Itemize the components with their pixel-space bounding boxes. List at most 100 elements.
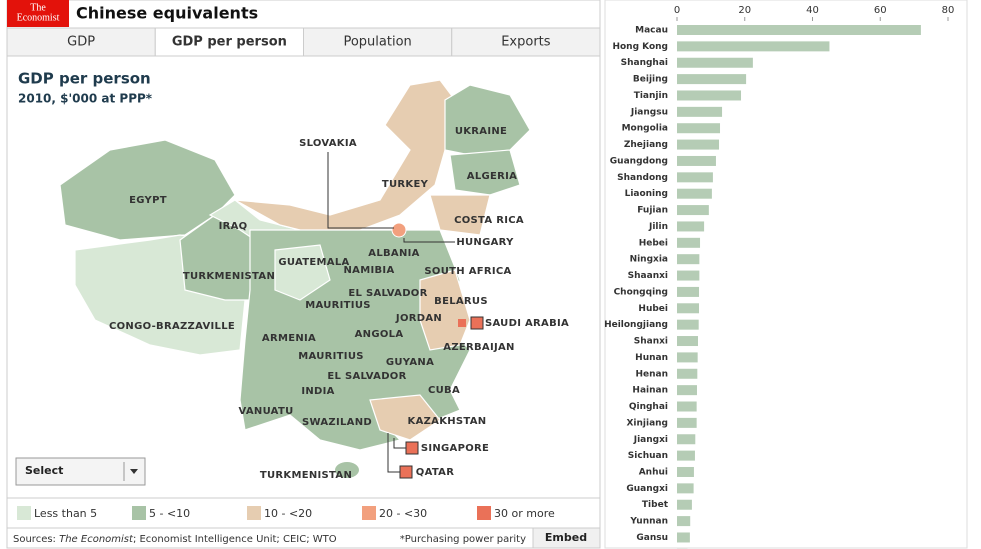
map-label: EGYPT <box>129 195 167 206</box>
map-label: GUATEMALA <box>278 257 349 268</box>
map-label: NAMIBIA <box>344 265 395 276</box>
category-label: Chongqing <box>614 287 668 297</box>
tab[interactable] <box>451 27 601 57</box>
bar-chart: 0 20 40 60 80 Macau Hong Kong Shanghai Beijing Ti… <box>604 5 954 549</box>
category-label: Xinjiang <box>626 418 668 428</box>
legend: Less than 5 5 - <10 10 - <20 20 - <30 30 or … <box>17 506 555 520</box>
tab[interactable] <box>6 27 156 57</box>
tab-label[interactable]: GDP <box>67 35 95 50</box>
select-text[interactable]: Select <box>25 464 63 477</box>
map-label: SWAZILAND <box>302 417 372 428</box>
map-label: ALBANIA <box>368 248 419 259</box>
category-label: Jilin <box>648 222 668 232</box>
bar <box>677 57 753 68</box>
category-label: Hainan <box>632 386 668 396</box>
bar <box>677 532 690 543</box>
footnote: *Purchasing power parity <box>400 534 526 545</box>
bar <box>677 499 692 510</box>
region <box>419 269 471 351</box>
map-label: MAURITIUS <box>298 351 364 362</box>
bar <box>677 74 747 85</box>
logo <box>7 0 69 27</box>
bar <box>677 221 705 232</box>
embed-button[interactable] <box>532 527 601 549</box>
category-label: Heilongjiang <box>604 320 668 330</box>
category-label: Guangdong <box>610 156 668 166</box>
map-label: INDIA <box>301 386 334 397</box>
category-label: Zhejiang <box>624 140 668 150</box>
bar <box>677 483 694 494</box>
map-label: CUBA <box>428 385 460 396</box>
map-label: JORDAN <box>395 313 442 324</box>
bar <box>677 434 696 445</box>
category-label: Guangxi <box>626 484 668 494</box>
category-label: Gansu <box>636 533 668 543</box>
tab[interactable] <box>154 27 304 57</box>
bar <box>677 401 697 412</box>
tab-label[interactable]: Population <box>343 35 411 50</box>
region <box>429 194 491 236</box>
tab-label[interactable]: Exports <box>501 35 551 50</box>
sources: Sources: The Economist; Economist Intell… <box>13 534 337 545</box>
category-label: Shanxi <box>634 337 668 347</box>
region <box>449 149 521 196</box>
leader-line <box>387 433 400 473</box>
region <box>274 244 331 301</box>
category-label: Mongolia <box>622 124 668 134</box>
map-label: ALGERIA <box>467 171 517 182</box>
map-label: BELARUS <box>434 296 488 307</box>
map-label: TURKMENISTAN <box>183 271 275 282</box>
sources-prefix: Sources: <box>13 534 59 545</box>
region <box>391 222 407 238</box>
bar <box>677 450 695 461</box>
region <box>369 394 441 441</box>
region <box>335 462 359 478</box>
city-marker <box>399 465 413 479</box>
bar <box>677 90 742 101</box>
sources-rest: ; Economist Intelligence Unit; CEIC; WTO <box>133 534 337 545</box>
map-label: GUYANA <box>386 357 434 368</box>
map-label: SAUDI ARABIA <box>485 318 569 329</box>
map-label: SOUTH AFRICA <box>424 266 511 277</box>
city-marker <box>470 316 484 330</box>
bar <box>677 286 700 297</box>
tab[interactable] <box>303 27 453 57</box>
bar <box>677 303 700 314</box>
bar <box>677 319 699 330</box>
legend-swatch <box>17 506 31 520</box>
region <box>59 139 236 241</box>
map-label: ARMENIA <box>262 333 316 344</box>
legend-label: Less than 5 <box>34 507 97 520</box>
bar <box>677 25 921 35</box>
category-label: Beijing <box>633 75 668 85</box>
map-label: ANGOLA <box>355 329 404 340</box>
bar <box>677 516 691 527</box>
bar <box>677 466 694 477</box>
bar <box>677 237 701 248</box>
map-labels: EGYPT IRAQ TURKMENISTAN CONGO-BRAZZAVILLE AR… <box>109 126 569 481</box>
legend-swatch <box>132 506 146 520</box>
category-label: Anhui <box>639 467 668 477</box>
bar <box>677 188 712 199</box>
category-label: Jiangxi <box>633 435 668 445</box>
map-label: HUNGARY <box>456 237 514 248</box>
tab-label[interactable]: GDP per person <box>172 35 287 50</box>
category-label: Jiangsu <box>630 107 668 117</box>
bar <box>677 417 697 428</box>
category-label: Shanghai <box>621 58 668 68</box>
category-label: Hebei <box>639 238 668 248</box>
bar <box>677 123 721 134</box>
bar <box>677 254 700 265</box>
region <box>444 84 531 156</box>
leader-line <box>393 438 406 449</box>
map-title: GDP per person <box>18 70 151 88</box>
x-tick-label: 40 <box>806 5 819 16</box>
category-label: Shandong <box>617 173 668 183</box>
legend-swatch <box>477 506 491 520</box>
category-label: Yunnan <box>629 517 668 527</box>
select-dropdown[interactable]: Select <box>15 457 146 486</box>
region <box>458 319 466 327</box>
bar <box>677 368 698 379</box>
embed-text[interactable]: Embed <box>545 531 587 544</box>
category-label: Hunan <box>635 353 668 363</box>
